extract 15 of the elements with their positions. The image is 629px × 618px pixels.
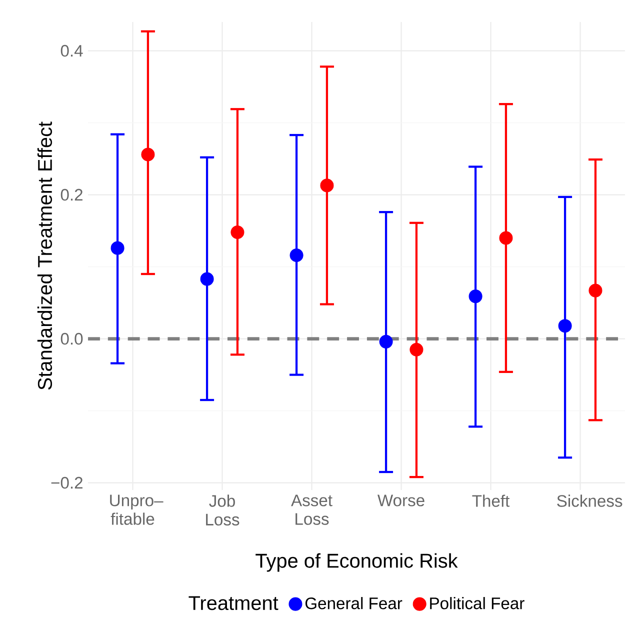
x-tick-label: Asset Loss [291, 494, 332, 525]
y-tick-label: 0.2 [60, 188, 82, 201]
x-tick-label: Job Loss [206, 494, 240, 526]
y-tick-label: −0.2 [51, 476, 82, 489]
x-tick-label: Unpro– fitable [110, 494, 164, 525]
y-axis-title: Standardized Treatment Effect [37, 122, 52, 390]
x-axis-title: Type of Economic Risk [256, 553, 458, 572]
legend-title: Treatment [188, 596, 278, 610]
y-tick-label: 0.0 [60, 332, 83, 345]
x-tick-label: Theft [472, 494, 510, 507]
legend-label: General Fear [305, 597, 402, 610]
x-tick-label: Worse [378, 494, 424, 506]
y-tick-label: 0.4 [60, 44, 83, 57]
legend-label: Political Fear [430, 597, 524, 610]
x-tick-label: Sickness [557, 494, 622, 507]
